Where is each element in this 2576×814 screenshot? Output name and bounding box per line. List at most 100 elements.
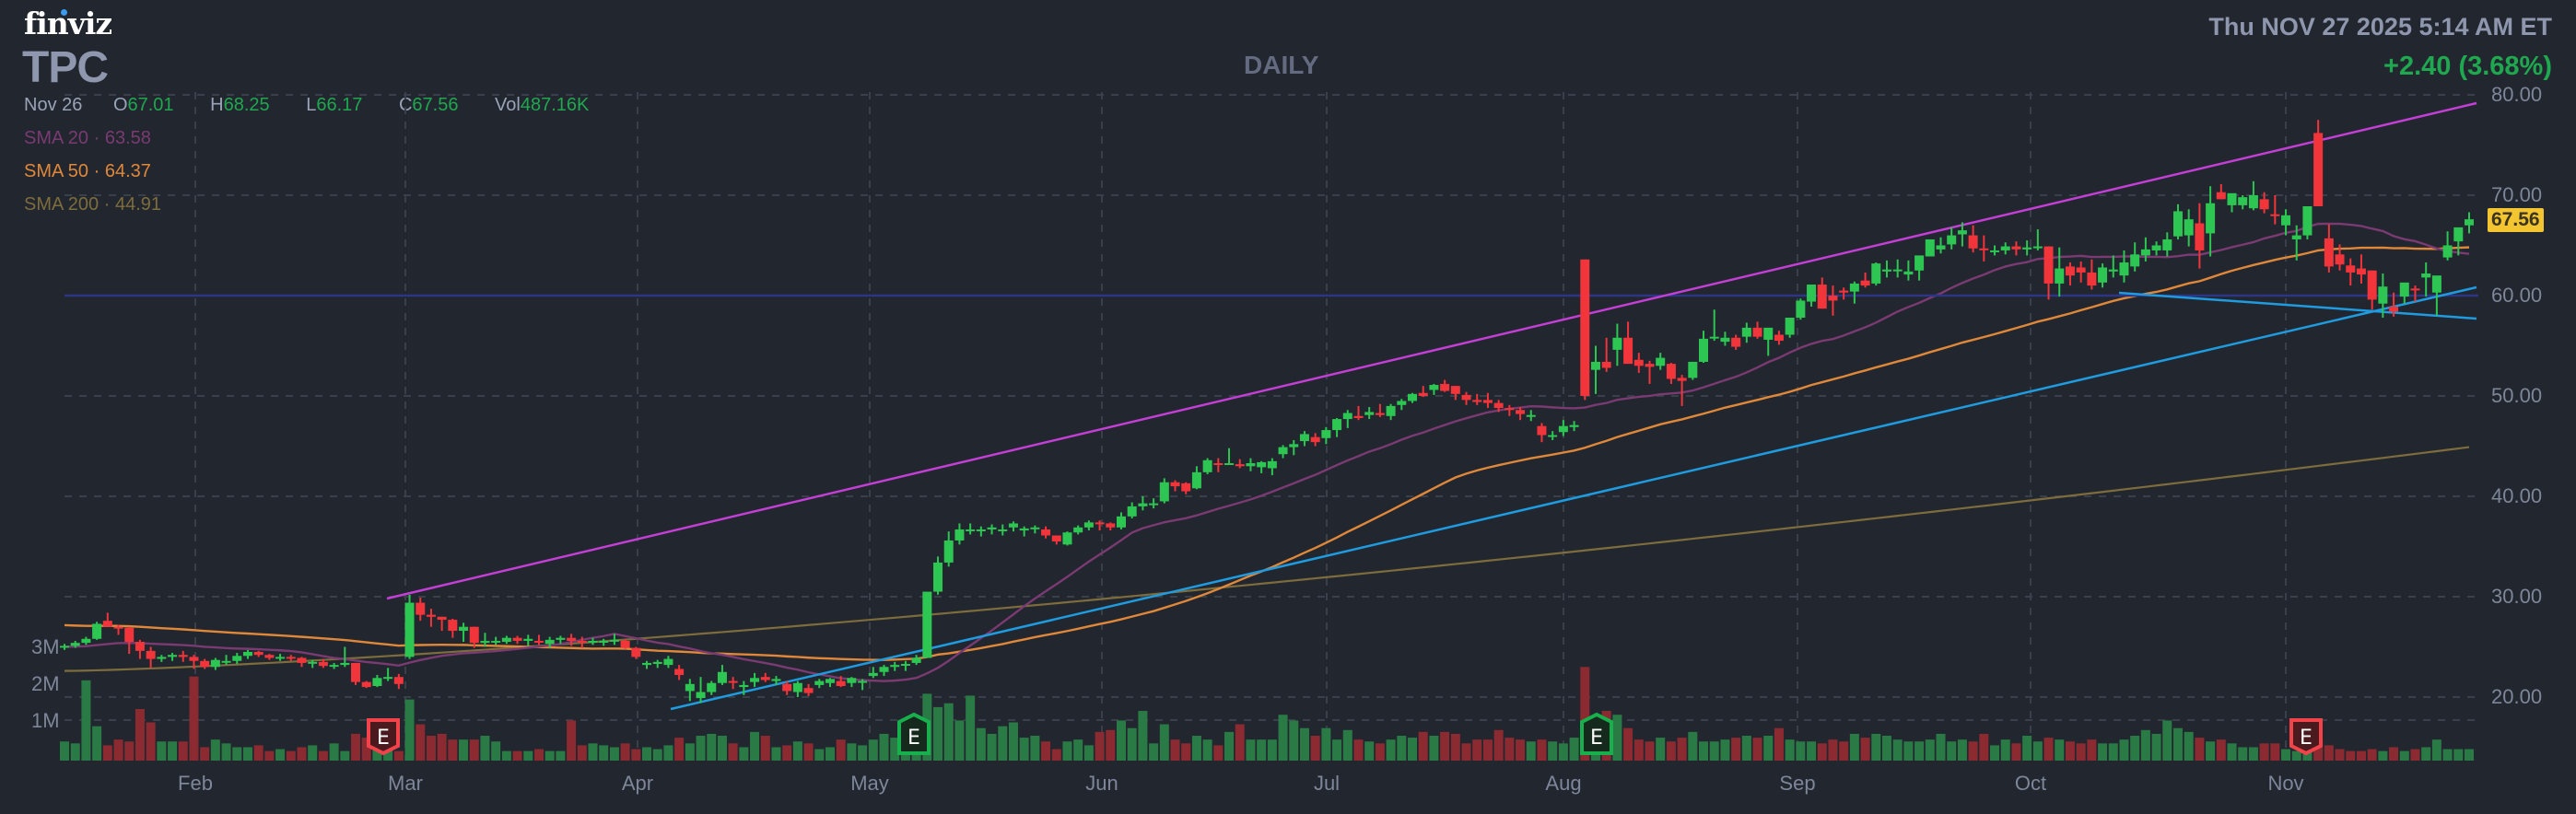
candle-body	[1051, 535, 1061, 542]
volume-label: Vol	[495, 95, 521, 115]
x-tick-label: Apr	[621, 772, 654, 795]
volume-bar	[847, 743, 857, 761]
volume-bar	[2172, 727, 2183, 761]
volume-bar	[102, 745, 112, 761]
candle-body	[2227, 192, 2237, 205]
candle-body	[340, 662, 350, 666]
sma50-legend[interactable]: SMA 50 · 64.37	[24, 161, 151, 181]
volume-bar	[2076, 743, 2086, 761]
candle-body	[297, 657, 307, 663]
candle-body	[383, 677, 393, 680]
volume-bar	[642, 747, 652, 761]
volume-bar	[1505, 738, 1515, 761]
volume-bar	[792, 741, 802, 761]
y-tick-label: 40.00	[2491, 484, 2543, 507]
candle-body	[2378, 286, 2388, 304]
volume-bar	[221, 743, 231, 761]
volume-bar	[2442, 749, 2453, 761]
sma20-legend[interactable]: SMA 20 · 63.58	[24, 128, 151, 148]
candle-body	[1342, 413, 1352, 420]
sma20-line	[64, 222, 2470, 682]
candle-body	[900, 664, 910, 667]
candle-body	[1008, 523, 1018, 528]
candle-body	[1731, 337, 1741, 347]
candle-body	[1914, 255, 1925, 271]
candle-body	[1397, 401, 1407, 405]
volume-bar	[1159, 724, 1169, 761]
candle-body	[631, 647, 641, 657]
candle-body	[1807, 285, 1817, 302]
candle-body	[1257, 461, 1267, 468]
candle-body	[2346, 265, 2356, 273]
volume-bar	[1342, 729, 1352, 761]
volume-value: 487.16K	[520, 95, 590, 115]
candle-body	[868, 672, 878, 677]
sma200-legend[interactable]: SMA 200 · 44.91	[24, 194, 162, 215]
volume-bar	[2032, 741, 2043, 761]
candle-body	[1127, 506, 1137, 517]
candle-body	[1116, 516, 1126, 528]
volume-bar	[2421, 747, 2431, 761]
finviz-logo[interactable]: finviz	[24, 6, 112, 41]
volume-bar	[577, 745, 587, 761]
volume-bar	[178, 741, 188, 761]
volume-bar	[1202, 739, 1212, 761]
candle-body	[674, 669, 685, 676]
volume-bar	[297, 747, 307, 761]
close-value: 67.56	[412, 95, 459, 115]
volume-bar	[92, 726, 102, 761]
candle-body	[2421, 273, 2431, 278]
volume-bar	[1440, 731, 1450, 761]
volume-bar	[1645, 741, 1655, 761]
candle-body	[2076, 267, 2086, 273]
candle-body	[1979, 248, 1989, 250]
candle-body	[1440, 383, 1450, 391]
candle-body	[696, 692, 706, 699]
volume-bar	[1127, 727, 1137, 761]
volume-bar	[750, 731, 760, 761]
volume-bar	[1235, 724, 1245, 761]
earnings-marker-icon[interactable]: E	[1580, 712, 1613, 755]
x-tick-label: Mar	[388, 772, 423, 795]
volume-bar	[998, 726, 1008, 761]
candle-body	[2259, 199, 2269, 210]
candle-body	[2399, 282, 2409, 297]
volume-bar	[480, 736, 490, 761]
candle-body	[858, 680, 868, 683]
candle-body	[2184, 219, 2194, 236]
candle-body	[728, 680, 738, 683]
candle-body	[1925, 238, 1935, 257]
volume-bar	[1957, 739, 1967, 761]
volume-bar	[631, 749, 641, 761]
candle-body	[825, 679, 835, 683]
volume-bar	[652, 749, 662, 761]
candle-body	[2130, 254, 2140, 267]
candle-body	[1990, 250, 2000, 252]
earnings-marker-icon[interactable]: E	[897, 712, 931, 755]
volume-bar	[1817, 743, 1827, 761]
earnings-marker-icon[interactable]: E	[367, 718, 400, 756]
volume-bar	[739, 747, 749, 761]
sma20-name: SMA 20	[24, 128, 89, 148]
ticker-symbol: TPC	[22, 43, 109, 92]
candle-body	[2151, 245, 2161, 250]
candle-body	[1903, 271, 1914, 275]
candle-body	[2172, 211, 2183, 237]
volume-bar	[1709, 741, 1719, 761]
volume-bar	[858, 745, 868, 761]
candle-body	[1472, 400, 1482, 402]
volume-bar	[836, 739, 846, 761]
candle-body	[1181, 483, 1191, 492]
candle-body	[1246, 463, 1256, 467]
earnings-marker-icon[interactable]: E	[2289, 718, 2323, 756]
candle-body	[1321, 430, 1331, 438]
candle-body	[760, 677, 770, 680]
candle-body	[221, 660, 231, 663]
volume-bar	[1418, 731, 1428, 761]
candle-body	[2367, 270, 2377, 300]
candle-body	[1763, 327, 1774, 340]
candle-body	[1041, 529, 1051, 536]
volume-bar	[707, 733, 717, 761]
candle-body	[1289, 444, 1299, 448]
